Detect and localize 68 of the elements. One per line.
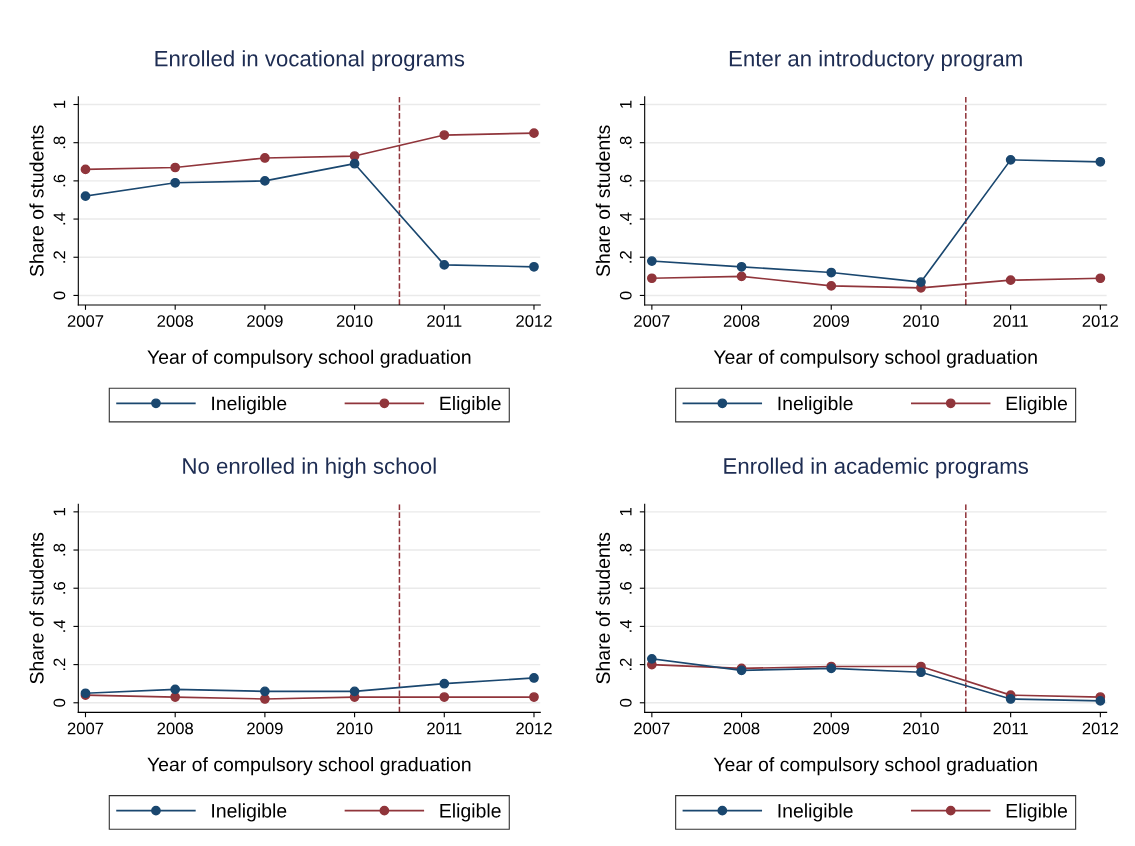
x-tick-label: 2010 (903, 315, 939, 327)
chart-title: No enrolled in high school (183, 457, 436, 479)
x-tick-label: 2009 (247, 315, 283, 327)
x-tick-label: 2007 (634, 315, 670, 327)
chart-title: Enter an introductory program (729, 50, 1022, 71)
y-tick-label: .6 (619, 174, 632, 187)
x-axis-title: Year of compulsory school graduation (713, 349, 1037, 368)
y-tick-label: .2 (53, 251, 66, 263)
y-tick-label: .8 (53, 136, 66, 149)
legend-label: Eligible (440, 803, 501, 822)
x-tick-label: 2012 (516, 722, 552, 735)
x-tick-label: 2012 (1082, 722, 1119, 735)
y-axis-title: Share of students (29, 532, 44, 684)
legend-label: Eligible (1006, 396, 1068, 415)
legend-label: Ineligible (212, 396, 287, 415)
legend-label: Eligible (1006, 803, 1068, 822)
y-axis-title: Share of students (595, 125, 611, 277)
y-tick-label: .8 (619, 543, 632, 556)
y-tick-label: 1 (53, 508, 66, 516)
x-tick-label: 2011 (427, 315, 462, 327)
y-tick-label: .2 (53, 658, 66, 671)
legend-label: Ineligible (778, 396, 853, 415)
y-axis-title: Share of students (595, 532, 611, 684)
y-tick-label: .2 (619, 658, 632, 671)
y-tick-label: .8 (619, 136, 632, 149)
y-tick-label: 0 (619, 291, 632, 300)
x-tick-label: 2010 (903, 722, 939, 735)
x-axis-title: Year of compulsory school graduation (147, 349, 471, 368)
x-tick-label: 2007 (67, 722, 104, 735)
y-tick-label: .2 (619, 251, 632, 263)
y-tick-label: .8 (53, 543, 66, 556)
x-tick-label: 2010 (336, 722, 373, 735)
x-tick-label: 2012 (516, 315, 552, 327)
y-axis-title: Share of students (29, 125, 44, 277)
x-tick-label: 2008 (723, 315, 760, 327)
y-tick-label: .6 (619, 582, 632, 594)
legend-label: Ineligible (778, 803, 853, 822)
y-tick-label: 1 (620, 508, 632, 516)
x-tick-label: 2008 (157, 722, 193, 735)
x-tick-label: 2007 (634, 722, 670, 735)
legend-label: Ineligible (212, 803, 287, 822)
x-tick-label: 2008 (723, 722, 760, 735)
x-axis-title: Year of compulsory school graduation (147, 757, 471, 776)
y-tick-label: 1 (53, 100, 66, 108)
x-tick-label: 2012 (1082, 315, 1119, 327)
y-tick-label: .4 (620, 212, 632, 225)
x-tick-label: 2008 (157, 315, 193, 327)
x-tick-label: 2011 (993, 315, 1028, 327)
y-tick-label: .4 (620, 619, 632, 632)
y-tick-label: 0 (53, 698, 66, 707)
y-tick-label: 1 (620, 100, 632, 108)
x-tick-label: 2010 (336, 315, 373, 327)
legend-label: Eligible (440, 396, 501, 415)
y-tick-label: .6 (53, 582, 66, 594)
chart-title: Enrolled in academic programs (724, 457, 1029, 479)
x-tick-label: 2011 (993, 722, 1028, 735)
x-tick-label: 2011 (427, 722, 462, 735)
chart-title: Enrolled in vocational programs (155, 50, 465, 71)
y-tick-label: .4 (53, 619, 66, 632)
y-tick-label: .4 (53, 212, 66, 225)
x-tick-label: 2007 (67, 315, 104, 327)
x-tick-label: 2009 (813, 722, 849, 735)
y-tick-label: 0 (53, 291, 66, 300)
x-tick-label: 2009 (813, 315, 849, 327)
y-tick-label: .6 (53, 174, 66, 187)
x-axis-title: Year of compulsory school graduation (713, 757, 1037, 776)
y-tick-label: 0 (619, 698, 632, 707)
x-tick-label: 2009 (247, 722, 283, 735)
